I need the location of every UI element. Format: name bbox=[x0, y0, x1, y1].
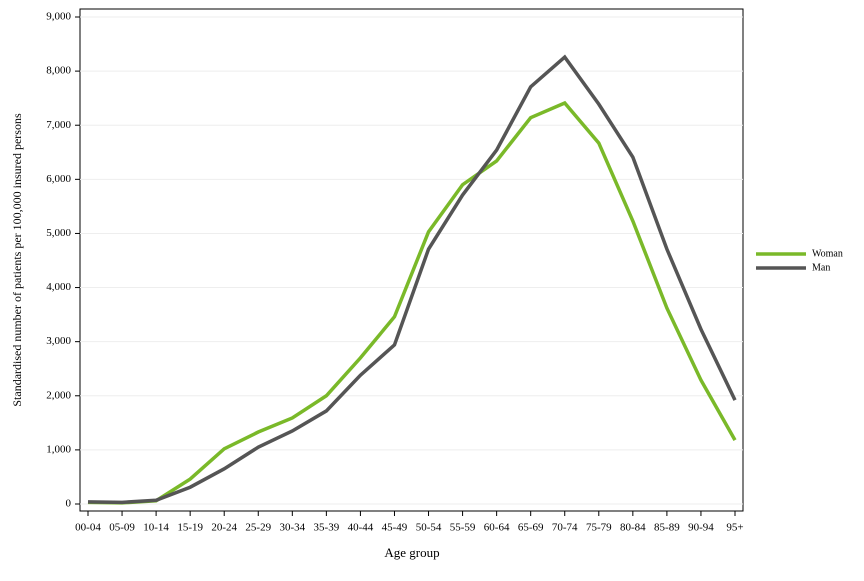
y-tick-label: 4,000 bbox=[46, 281, 71, 293]
x-tick-label: 45-49 bbox=[382, 522, 408, 534]
x-tick-label: 15-19 bbox=[177, 522, 203, 534]
x-tick-label: 30-34 bbox=[279, 522, 305, 534]
x-tick-label: 85-89 bbox=[654, 522, 680, 534]
x-tick-label: 55-59 bbox=[450, 522, 476, 534]
line-series bbox=[87, 54, 737, 505]
x-tick-label: 70-74 bbox=[552, 522, 578, 534]
y-tick-label: 0 bbox=[66, 498, 72, 510]
x-tick-label: 60-64 bbox=[484, 522, 510, 534]
x-tick-label: 35-39 bbox=[314, 522, 340, 534]
x-tick-label: 80-84 bbox=[620, 522, 646, 534]
y-tick-label: 3,000 bbox=[46, 335, 71, 347]
x-tick-label: 10-14 bbox=[143, 522, 169, 534]
x-tick-label: 95+ bbox=[726, 522, 743, 534]
y-tick-label: 5,000 bbox=[46, 227, 71, 239]
y-tick-label: 1,000 bbox=[46, 443, 71, 455]
legend-label: Woman bbox=[812, 248, 843, 259]
x-tick-label: 40-44 bbox=[348, 522, 374, 534]
x-tick-label: 00-04 bbox=[75, 522, 101, 534]
plot-frame bbox=[79, 8, 744, 512]
y-tick-label: 9,000 bbox=[46, 11, 71, 23]
y-tick-label: 6,000 bbox=[46, 173, 71, 185]
line-series bbox=[87, 100, 737, 505]
y-axis-title: Standardised number of patients per 100,… bbox=[10, 113, 24, 407]
x-tick-label: 50-54 bbox=[416, 522, 442, 534]
y-tick-label: 8,000 bbox=[46, 65, 71, 77]
legend-label: Man bbox=[812, 262, 830, 273]
x-tick-label: 05-09 bbox=[109, 522, 135, 534]
x-tick-label: 65-69 bbox=[518, 522, 544, 534]
x-tick-label: 75-79 bbox=[586, 522, 612, 534]
x-axis-title: Age group bbox=[384, 545, 439, 560]
x-tick-label: 20-24 bbox=[211, 522, 237, 534]
y-tick-label: 7,000 bbox=[46, 119, 71, 131]
x-tick-label: 90-94 bbox=[688, 522, 714, 534]
x-tick-label: 25-29 bbox=[245, 522, 271, 534]
y-tick-label: 2,000 bbox=[46, 389, 71, 401]
